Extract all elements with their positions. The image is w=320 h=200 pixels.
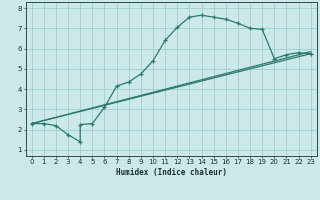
X-axis label: Humidex (Indice chaleur): Humidex (Indice chaleur): [116, 168, 227, 177]
